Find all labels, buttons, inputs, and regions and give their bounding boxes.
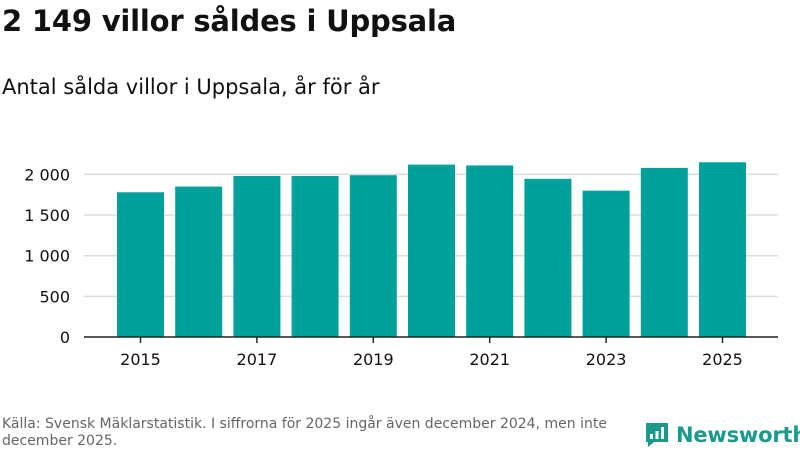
x-tick-marks — [139, 337, 724, 343]
y-tick-label: 1 000 — [24, 247, 70, 266]
source-note: Källa: Svensk Mäklarstatistik. I siffror… — [2, 416, 607, 449]
bar-2015 — [117, 192, 164, 337]
y-tick-label: 500 — [39, 287, 70, 306]
bar-2024 — [640, 167, 688, 337]
y-tick-label: 0 — [60, 328, 70, 347]
x-tick-label: 2015 — [120, 350, 161, 369]
y-tick-labels: 0 500 1 000 1 500 2 000 — [24, 165, 70, 347]
newsworthy-logo-icon — [646, 423, 668, 447]
newsworthy-brand[interactable]: Newsworthy — [645, 421, 800, 449]
x-tick-label: 2017 — [237, 350, 278, 369]
bar-2020 — [408, 164, 455, 337]
bar-2016 — [175, 186, 223, 337]
y-tick-label: 1 500 — [24, 206, 70, 225]
bar-2023 — [582, 190, 630, 337]
chart-title: 2 149 villor såldes i Uppsala — [2, 4, 457, 38]
bar-2025 — [699, 162, 746, 337]
x-tick-label: 2025 — [702, 350, 743, 369]
bar-2017 — [233, 176, 281, 337]
brand-name: Newsworthy — [676, 423, 800, 447]
x-tick-labels: 2015 2017 2019 2021 2023 2025 — [120, 350, 743, 369]
bar-2019 — [349, 175, 397, 337]
bar-2021 — [466, 165, 514, 337]
bar-2018 — [291, 176, 339, 337]
bar-2022 — [524, 178, 572, 337]
y-tick-label: 2 000 — [24, 165, 70, 184]
x-tick-label: 2019 — [353, 350, 394, 369]
bar-chart: 0 500 1 000 1 500 2 000 2015 2017 2019 2021 2023… — [24, 162, 778, 369]
bars — [117, 162, 746, 337]
x-tick-label: 2023 — [586, 350, 627, 369]
chart-subtitle: Antal sålda villor i Uppsala, år för år — [2, 75, 380, 99]
x-tick-label: 2021 — [469, 350, 510, 369]
